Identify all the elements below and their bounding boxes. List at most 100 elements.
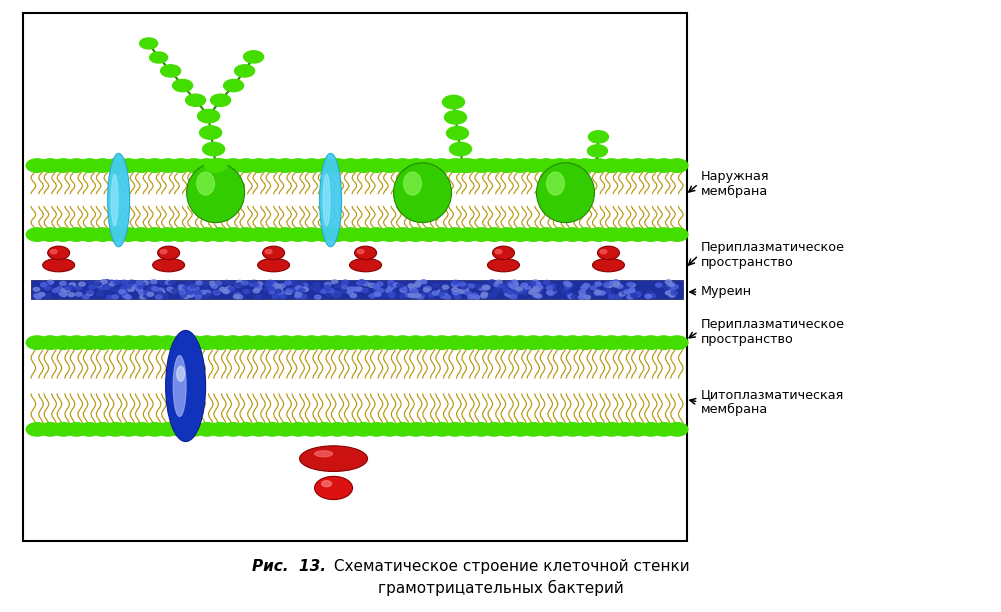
Ellipse shape (173, 356, 186, 417)
Circle shape (103, 285, 109, 289)
Circle shape (83, 295, 89, 299)
Circle shape (222, 159, 244, 172)
Circle shape (300, 423, 322, 436)
Circle shape (159, 291, 165, 294)
Circle shape (79, 282, 85, 286)
Circle shape (196, 281, 202, 285)
Circle shape (408, 294, 414, 297)
Circle shape (182, 291, 188, 295)
Circle shape (588, 228, 610, 241)
Circle shape (534, 285, 540, 289)
Circle shape (525, 285, 531, 289)
Circle shape (275, 284, 281, 288)
Circle shape (144, 294, 150, 298)
Circle shape (223, 280, 229, 285)
Circle shape (391, 228, 413, 241)
Ellipse shape (323, 174, 330, 226)
Circle shape (89, 285, 95, 289)
Circle shape (400, 286, 406, 291)
Ellipse shape (393, 163, 451, 223)
Circle shape (444, 336, 465, 349)
Circle shape (409, 288, 415, 291)
Circle shape (666, 291, 672, 295)
Circle shape (607, 283, 613, 287)
Circle shape (75, 286, 82, 290)
Circle shape (369, 294, 375, 298)
Circle shape (267, 280, 273, 284)
Circle shape (236, 280, 242, 285)
Ellipse shape (314, 476, 352, 499)
Circle shape (195, 291, 201, 295)
Circle shape (523, 228, 545, 241)
Circle shape (660, 283, 666, 287)
Circle shape (365, 423, 387, 436)
Circle shape (180, 293, 186, 297)
Circle shape (65, 423, 87, 436)
Circle shape (562, 159, 584, 172)
Circle shape (459, 285, 466, 288)
Circle shape (414, 294, 420, 297)
Circle shape (102, 281, 108, 285)
Circle shape (536, 294, 542, 298)
Circle shape (264, 288, 270, 291)
Circle shape (162, 294, 168, 297)
Circle shape (157, 159, 179, 172)
Circle shape (183, 159, 205, 172)
Circle shape (575, 228, 597, 241)
Circle shape (533, 280, 539, 284)
Circle shape (442, 294, 448, 297)
Circle shape (470, 423, 492, 436)
Circle shape (362, 289, 368, 293)
Circle shape (391, 423, 413, 436)
Circle shape (235, 423, 257, 436)
Circle shape (109, 282, 115, 286)
Circle shape (601, 159, 623, 172)
Circle shape (669, 293, 676, 297)
Circle shape (640, 336, 662, 349)
Circle shape (195, 293, 201, 297)
Circle shape (274, 423, 296, 436)
Circle shape (352, 336, 374, 349)
Circle shape (614, 228, 636, 241)
Circle shape (67, 286, 74, 289)
Circle shape (605, 282, 612, 285)
Circle shape (125, 295, 131, 299)
Circle shape (342, 280, 348, 284)
Circle shape (235, 283, 242, 287)
Circle shape (272, 295, 278, 299)
Circle shape (170, 289, 177, 293)
Circle shape (537, 285, 543, 289)
Circle shape (147, 293, 153, 296)
Circle shape (44, 286, 51, 290)
Circle shape (482, 285, 488, 289)
Circle shape (290, 282, 297, 285)
Circle shape (584, 296, 591, 299)
Circle shape (117, 423, 139, 436)
Circle shape (452, 280, 458, 284)
Circle shape (520, 290, 527, 294)
Circle shape (518, 289, 525, 293)
Text: Периплазматическое
пространство: Периплазматическое пространство (701, 318, 845, 346)
Ellipse shape (50, 250, 57, 254)
Circle shape (131, 423, 152, 436)
Circle shape (132, 285, 138, 289)
Ellipse shape (196, 172, 214, 195)
Circle shape (442, 285, 448, 289)
Circle shape (451, 288, 458, 291)
Circle shape (209, 423, 231, 436)
Circle shape (248, 159, 270, 172)
Circle shape (495, 280, 503, 284)
Text: грамотрицательных бактерий: грамотрицательных бактерий (377, 580, 624, 596)
Ellipse shape (108, 154, 130, 247)
Circle shape (411, 289, 418, 293)
Circle shape (52, 423, 74, 436)
Circle shape (103, 286, 110, 289)
Circle shape (505, 283, 511, 288)
Circle shape (481, 292, 487, 296)
Circle shape (575, 159, 597, 172)
Circle shape (666, 336, 688, 349)
Circle shape (128, 288, 134, 291)
Circle shape (326, 336, 348, 349)
Circle shape (196, 228, 218, 241)
Circle shape (160, 281, 166, 285)
